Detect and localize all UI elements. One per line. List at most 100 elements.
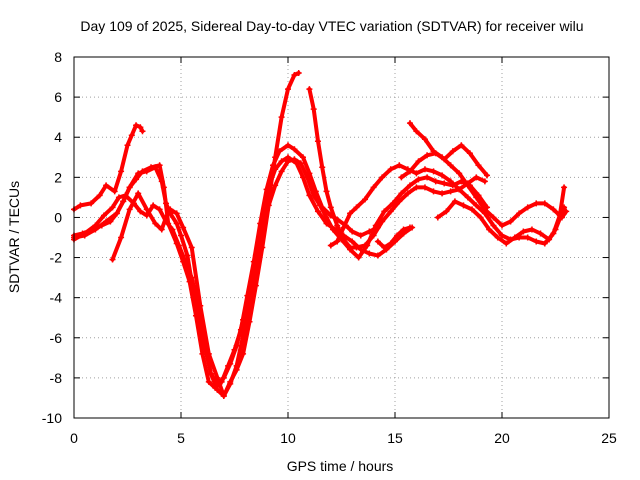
x-tick-label: 5 xyxy=(177,430,185,446)
data-point xyxy=(439,172,446,179)
data-point xyxy=(424,152,431,159)
data-point xyxy=(135,190,142,197)
data-point xyxy=(323,214,330,221)
data-point xyxy=(329,226,336,233)
data-point xyxy=(252,252,259,259)
data-point xyxy=(550,206,557,213)
data-point xyxy=(291,156,298,163)
data-point xyxy=(430,168,437,175)
data-point xyxy=(499,222,505,229)
data-point xyxy=(490,222,497,229)
data-point xyxy=(227,378,234,385)
data-point xyxy=(109,204,116,211)
data-point xyxy=(212,384,219,391)
data-point xyxy=(276,148,283,155)
data-point xyxy=(432,178,439,185)
data-point xyxy=(464,182,471,189)
data-point xyxy=(524,204,531,211)
data-point xyxy=(133,176,140,183)
data-point xyxy=(88,200,95,207)
data-point xyxy=(310,106,317,113)
data-point xyxy=(214,374,221,381)
tick-layer: 0 5 10 15 20 25 -10 -8 -6 -4 -2 0 2 4 6 8 xyxy=(42,49,617,446)
data-point xyxy=(252,282,259,289)
data-point xyxy=(118,234,125,241)
data-point xyxy=(246,286,253,293)
data-point xyxy=(434,214,441,221)
data-point xyxy=(546,236,553,243)
plot-frame xyxy=(73,56,610,419)
data-point xyxy=(456,186,463,193)
data-point xyxy=(299,154,306,161)
data-point xyxy=(347,244,354,251)
data-point xyxy=(291,146,298,153)
data-point xyxy=(447,178,454,185)
data-point xyxy=(246,318,253,325)
data-point xyxy=(524,234,531,241)
data-point xyxy=(507,218,514,225)
data-point xyxy=(511,234,518,241)
data-point xyxy=(139,168,146,175)
data-point xyxy=(370,184,377,191)
data-point xyxy=(357,232,364,239)
data-point xyxy=(184,252,191,259)
data-point xyxy=(120,198,127,205)
data-point xyxy=(406,168,413,175)
data-point xyxy=(387,240,394,247)
data-point xyxy=(173,210,180,217)
data-point xyxy=(122,192,129,199)
data-point xyxy=(370,232,377,239)
data-point xyxy=(387,208,394,215)
series-6 xyxy=(306,86,488,251)
data-point xyxy=(265,202,272,209)
data-point xyxy=(415,158,422,165)
data-point xyxy=(323,188,330,195)
data-point xyxy=(413,184,420,191)
data-point xyxy=(314,138,321,145)
x-axis-label: GPS time / hours xyxy=(287,458,394,474)
data-point xyxy=(516,210,523,217)
data-point xyxy=(175,242,182,249)
data-point xyxy=(272,182,279,189)
data-point xyxy=(541,240,548,247)
data-point xyxy=(473,202,480,209)
y-tick-label: 2 xyxy=(54,169,62,185)
data-point xyxy=(156,162,163,169)
data-point xyxy=(107,218,114,225)
data-point xyxy=(158,226,165,233)
data-point xyxy=(406,224,413,231)
data-point xyxy=(503,240,510,247)
data-point xyxy=(406,120,413,127)
data-point xyxy=(115,194,122,201)
data-point xyxy=(173,220,180,227)
data-point xyxy=(451,198,458,205)
data-point xyxy=(494,234,501,241)
data-point xyxy=(552,226,559,233)
y-axis-label: SDTVAR / TECUs xyxy=(6,181,22,293)
data-point xyxy=(150,202,157,209)
x-tick-label: 10 xyxy=(280,430,296,446)
data-point xyxy=(473,174,480,181)
data-point xyxy=(533,238,540,245)
data-point xyxy=(180,224,187,231)
y-tick-label: 8 xyxy=(54,49,62,65)
data-point xyxy=(111,188,118,195)
data-point xyxy=(432,150,439,157)
data-point xyxy=(96,192,103,199)
data-point xyxy=(100,212,107,219)
data-point xyxy=(126,184,133,191)
x-tick-label: 20 xyxy=(494,430,510,446)
data-point xyxy=(227,360,234,367)
series-9 xyxy=(434,198,568,247)
y-tick-label: -6 xyxy=(50,330,63,346)
data-point xyxy=(278,114,285,121)
data-point xyxy=(306,86,313,93)
data-point xyxy=(304,174,311,181)
data-point xyxy=(124,142,131,149)
data-point xyxy=(398,190,405,197)
series-layer xyxy=(71,70,570,399)
data-point xyxy=(220,374,227,381)
data-point xyxy=(520,228,527,235)
data-point xyxy=(265,184,272,191)
